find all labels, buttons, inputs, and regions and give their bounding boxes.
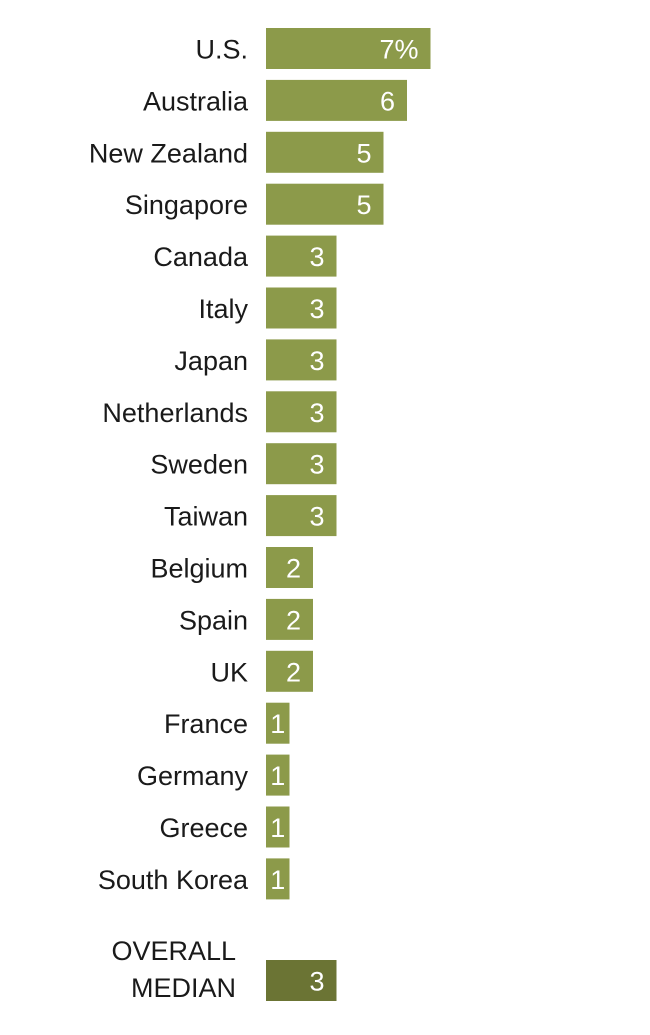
category-label-france: France: [164, 709, 248, 739]
value-label-u-s: 7%: [379, 35, 418, 65]
value-label-germany: 1: [270, 761, 285, 791]
category-label-greece: Greece: [159, 813, 248, 843]
category-label-taiwan: Taiwan: [164, 502, 248, 532]
category-label-south-korea: South Korea: [98, 865, 249, 895]
bar-greece: [266, 806, 290, 848]
category-label-new-zealand: New Zealand: [89, 138, 248, 168]
category-label-germany: Germany: [137, 761, 249, 791]
value-label-spain: 2: [286, 605, 301, 635]
bars-group: U.S. 7% Australia 6 New Zealand 5 Singapore 5 Ca…: [89, 28, 431, 900]
value-label-belgium: 2: [286, 554, 301, 584]
category-label-singapore: Singapore: [125, 190, 248, 220]
bar-canada: [266, 235, 337, 277]
bar-new-zealand: [266, 131, 384, 173]
value-label-taiwan: 3: [309, 502, 324, 532]
bar-singapore: [266, 183, 384, 225]
value-label-singapore: 5: [356, 190, 371, 220]
value-label-new-zealand: 5: [356, 138, 371, 168]
bar-australia: [266, 79, 407, 121]
bar-italy: [266, 287, 337, 329]
bar-taiwan: [266, 495, 337, 537]
value-label-greece: 1: [270, 813, 285, 843]
value-label-italy: 3: [309, 294, 324, 324]
category-label-u-s: U.S.: [195, 35, 248, 65]
bar-uk: [266, 650, 313, 692]
bar-germany: [266, 754, 290, 796]
category-label-australia: Australia: [143, 86, 249, 116]
category-label-sweden: Sweden: [150, 450, 248, 480]
bar-u-s: [266, 28, 431, 69]
median-label-line-1: OVERALL: [111, 936, 236, 966]
median-group: OVERALL MEDIAN 3: [111, 936, 337, 1003]
value-label-sweden: 3: [309, 450, 324, 480]
category-label-japan: Japan: [174, 346, 248, 376]
value-label-japan: 3: [309, 346, 324, 376]
value-label-uk: 2: [286, 657, 301, 687]
bar-netherlands: [266, 391, 337, 433]
value-label-france: 1: [270, 709, 285, 739]
bar-overall-median: [266, 960, 337, 1001]
category-label-netherlands: Netherlands: [102, 398, 248, 428]
category-label-belgium: Belgium: [150, 554, 248, 584]
value-label-canada: 3: [309, 242, 324, 272]
value-label-australia: 6: [380, 86, 395, 116]
value-label-netherlands: 3: [309, 398, 324, 428]
bar-belgium: [266, 547, 313, 588]
category-label-spain: Spain: [179, 605, 248, 635]
category-label-uk: UK: [210, 657, 248, 687]
bar-south-korea: [266, 858, 290, 900]
bar-spain: [266, 598, 313, 640]
category-label-italy: Italy: [198, 294, 248, 324]
value-label-south-korea: 1: [270, 865, 285, 895]
category-label-canada: Canada: [153, 242, 249, 272]
bar-sweden: [266, 443, 337, 485]
bar-france: [266, 702, 290, 744]
value-label-overall-median: 3: [309, 967, 324, 997]
median-label-line-2: MEDIAN: [131, 973, 236, 1003]
bar-japan: [266, 339, 337, 381]
